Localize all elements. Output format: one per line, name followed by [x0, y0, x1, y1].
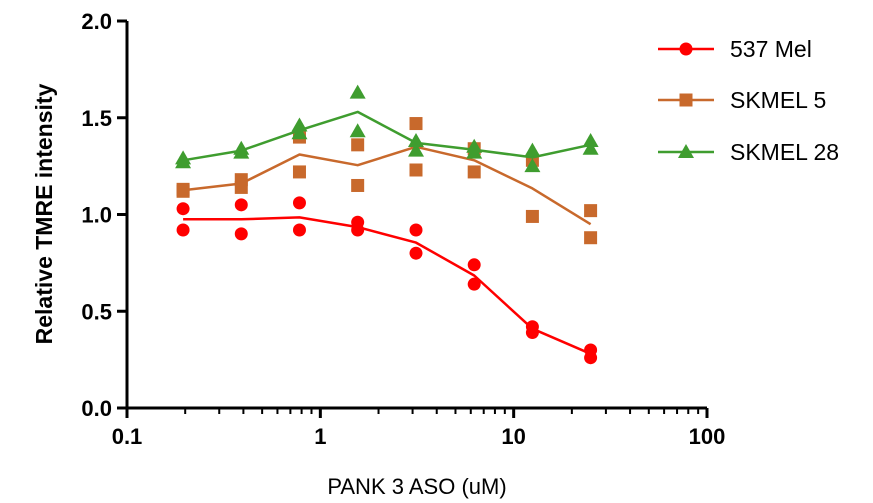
data-point — [176, 202, 190, 216]
data-point — [292, 196, 306, 210]
data-point — [408, 142, 425, 157]
legend-label: 537 Mel — [730, 36, 812, 62]
series-1 — [176, 117, 598, 245]
x-tick-label: 10 — [501, 424, 525, 449]
data-point — [408, 132, 425, 147]
data-point — [582, 132, 599, 147]
data-point — [524, 142, 541, 157]
data-point — [525, 326, 539, 340]
series-fit-line — [183, 216, 592, 355]
data-point — [524, 158, 541, 173]
y-axis-title: Relative TMRE intensity — [31, 83, 57, 344]
data-point — [351, 138, 365, 152]
series-fit-line — [182, 145, 592, 226]
data-point — [234, 198, 248, 212]
data-point — [409, 223, 423, 237]
x-tick-label: 0.1 — [112, 424, 143, 449]
data-point — [291, 125, 308, 140]
data-point — [584, 204, 598, 218]
axes: 0.0 0.5 1.0 1.5 2.0 0.1 1 10 100 — [81, 9, 725, 449]
data-point — [349, 123, 366, 138]
x-tick-label: 1 — [314, 424, 326, 449]
data-point — [292, 223, 306, 237]
series-fit-line — [182, 110, 591, 162]
x-tick-label: 100 — [689, 424, 726, 449]
data-point — [233, 144, 250, 159]
legend-marker — [679, 93, 693, 107]
data-point — [467, 277, 481, 291]
data-point — [176, 184, 190, 198]
data-point — [466, 144, 483, 159]
x-axis-title: PANK 3 ASO (uM) — [327, 474, 506, 499]
series-layer — [175, 84, 599, 365]
y-tick-label: 2.0 — [81, 9, 112, 34]
y-tick-label: 0.0 — [81, 396, 112, 421]
data-point — [351, 178, 365, 192]
data-point — [175, 154, 192, 169]
data-point — [584, 231, 598, 245]
series-0 — [176, 196, 598, 365]
legend-label: SKMEL 28 — [730, 139, 839, 165]
series-2 — [175, 84, 599, 173]
data-point — [467, 258, 481, 272]
y-tick-label: 1.0 — [81, 203, 112, 228]
data-point — [409, 246, 423, 260]
data-point — [176, 223, 190, 237]
legend-label: SKMEL 5 — [730, 87, 826, 113]
data-point — [349, 84, 366, 99]
data-point — [234, 180, 248, 194]
data-point — [292, 165, 306, 179]
data-point — [584, 351, 598, 365]
data-point — [351, 223, 365, 237]
legend-marker — [679, 42, 693, 56]
y-tick-label: 1.5 — [81, 106, 112, 131]
data-point — [409, 117, 423, 131]
data-point — [582, 140, 599, 155]
data-point — [291, 117, 308, 132]
data-point — [234, 227, 248, 241]
data-point — [409, 163, 423, 177]
legend: 537 Mel SKMEL 5 SKMEL 28 — [658, 36, 839, 165]
y-tick-label: 0.5 — [81, 299, 112, 324]
data-point — [525, 209, 539, 223]
data-point — [467, 165, 481, 179]
legend-marker — [678, 144, 694, 158]
